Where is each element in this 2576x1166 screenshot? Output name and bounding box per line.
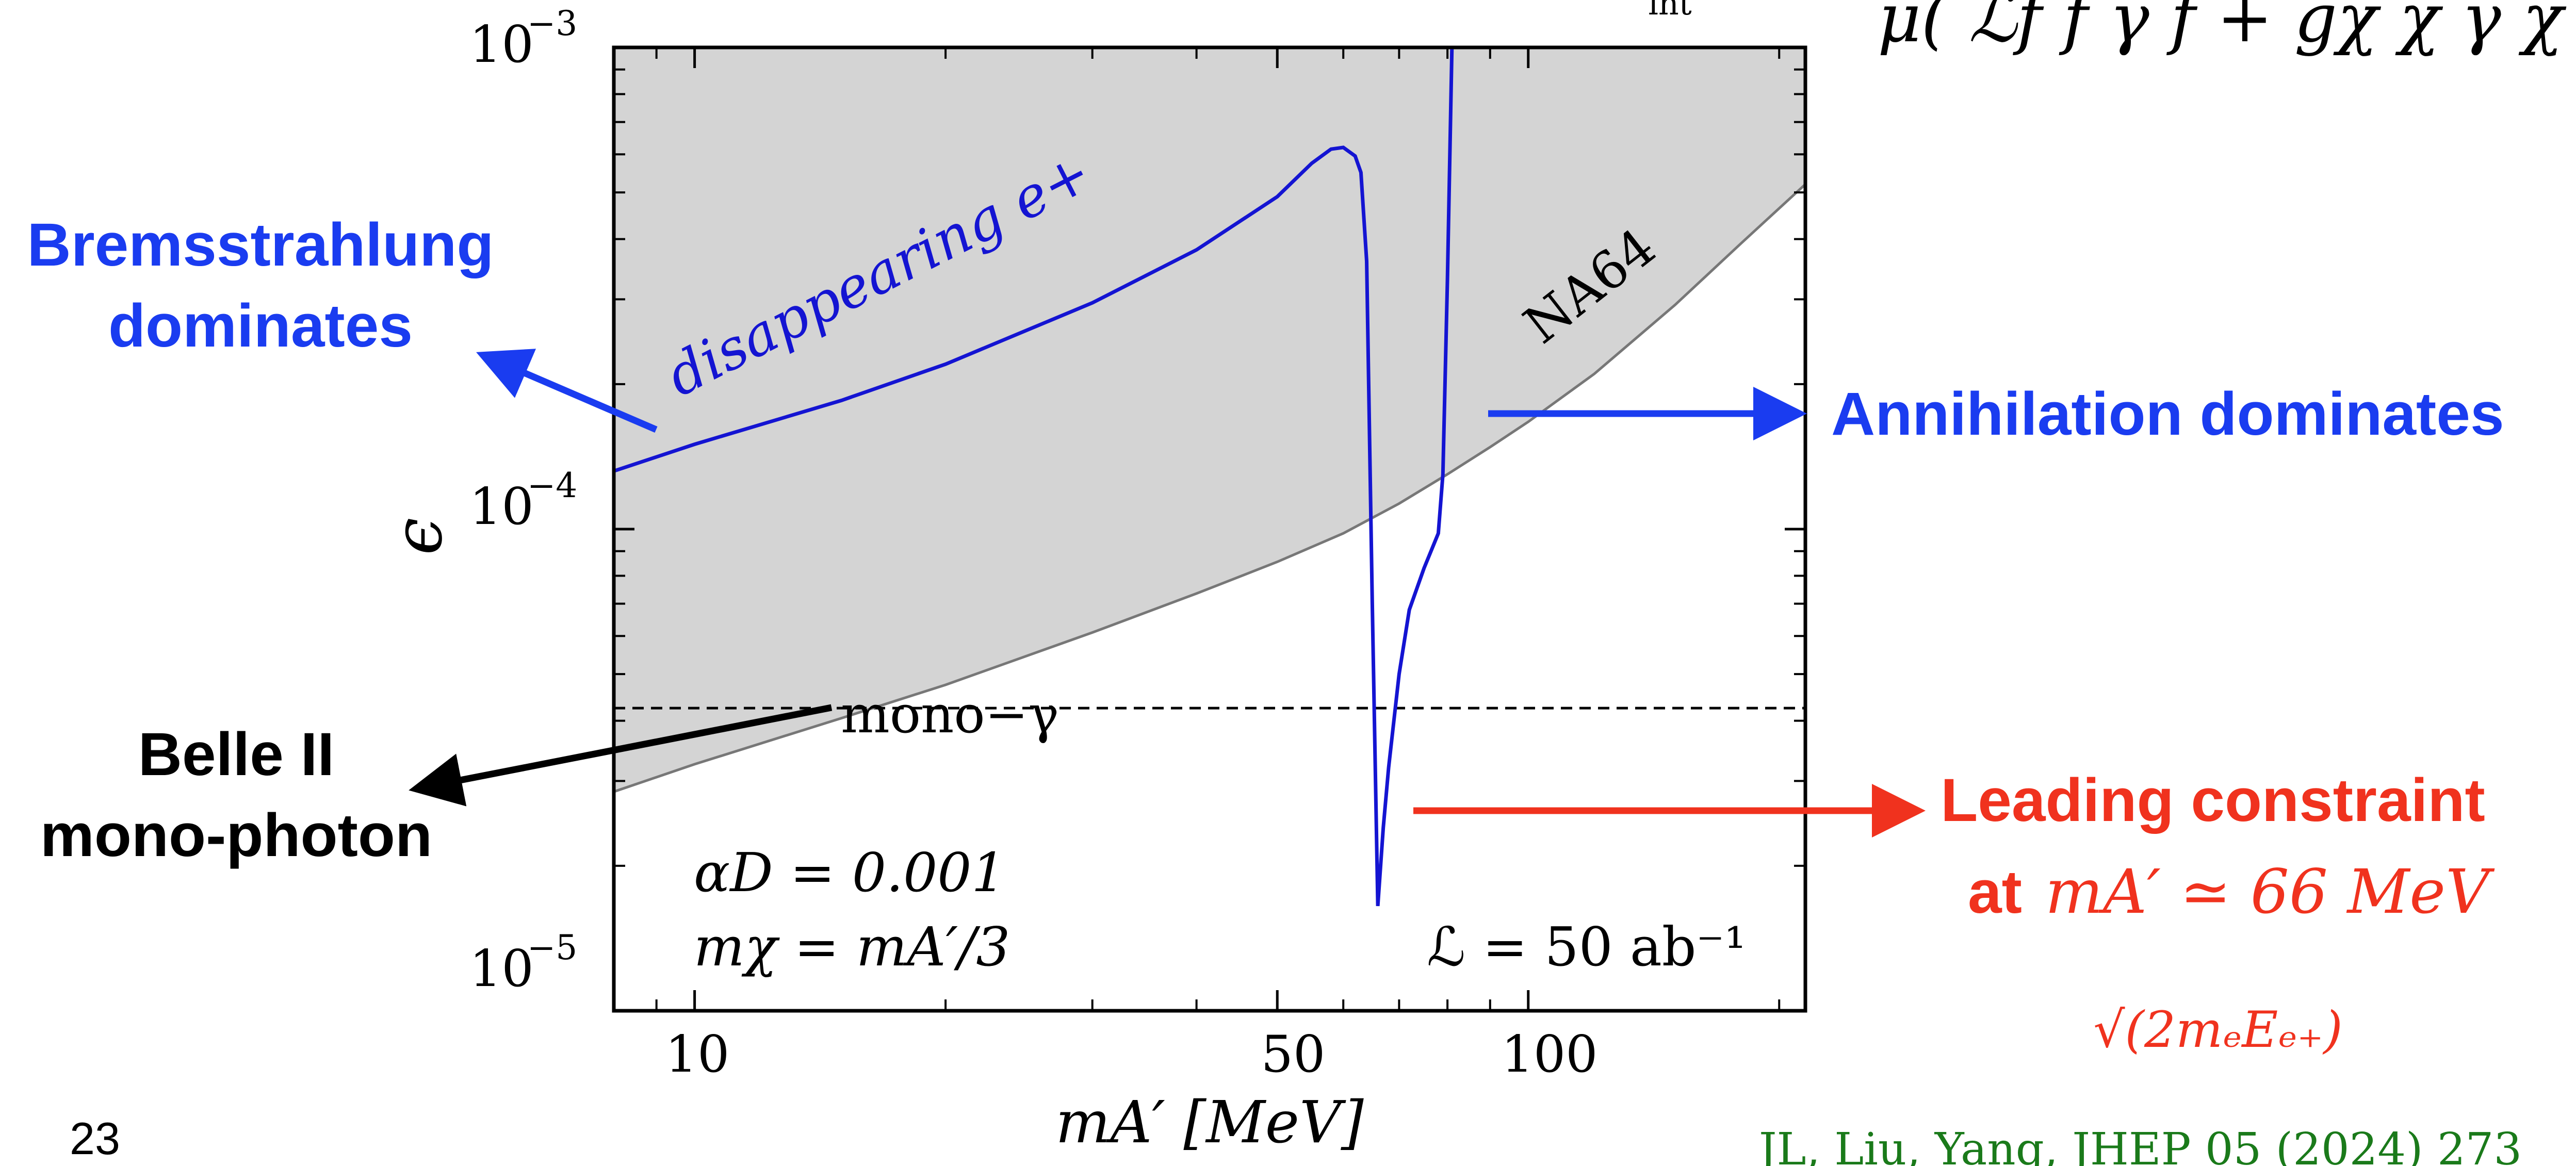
- ytick-exp: −3: [527, 4, 577, 43]
- bremsstrahlung-line2: dominates: [108, 292, 413, 360]
- ytick-label-1e-5: 10 −5: [469, 928, 577, 998]
- leading-line2-math: mA′ ≃ 66 MeV: [2045, 856, 2495, 927]
- belle-arrow: [409, 704, 833, 807]
- xtick-label-50: 50: [1261, 1025, 1326, 1084]
- slide-number: 23: [70, 1113, 120, 1164]
- axis-ticks: [613, 46, 1805, 1012]
- belle-line1: Belle II: [138, 720, 334, 789]
- sqrt-label: √(2mₑEₑ₊): [2093, 1001, 2342, 1059]
- param-alpha-d: αD = 0.001: [694, 841, 1006, 904]
- luminosity-label: ℒ = 50 ab⁻¹: [1427, 915, 1746, 978]
- ytick-base: 10: [469, 478, 534, 536]
- ytick-base: 10: [469, 15, 534, 74]
- leading-line1: Leading constraint: [1941, 766, 2485, 834]
- disappearing-positron-curve: [614, 47, 1454, 907]
- ytick-label-1e-4: 10 −4: [469, 466, 577, 536]
- annihilation-annotation: Annihilation dominates: [1831, 380, 2504, 448]
- citation: JL, Liu, Yang, JHEP 05 (2024) 273: [1755, 1124, 2522, 1166]
- ytick-label-1e-3: 10 −3: [469, 4, 577, 74]
- na64-excluded-region: [614, 47, 1805, 792]
- x-axis-label: mA′ [MeV]: [1055, 1089, 1364, 1156]
- belle-line2: mono-photon: [40, 801, 432, 869]
- ytick-base: 10: [469, 940, 534, 998]
- bremsstrahlung-annotation: Bremsstrahlung dominates: [27, 211, 494, 360]
- ytick-exp: −5: [527, 928, 577, 967]
- belle-annotation: Belle II mono-photon: [40, 720, 432, 869]
- ytick-exp: −4: [527, 466, 577, 505]
- leading-constraint-annotation: Leading constraint at mA′ ≃ 66 MeV √(2mₑ…: [1941, 766, 2495, 1059]
- xtick-label-10: 10: [665, 1025, 730, 1084]
- mono-gamma-label: mono−γ: [841, 684, 1059, 745]
- y-axis-label: ϵ: [379, 518, 457, 555]
- equation-fragment: μ( ℒf f γ f + gχ χ γ χ: [1878, 0, 2567, 57]
- bremsstrahlung-line1: Bremsstrahlung: [27, 211, 494, 279]
- param-m-chi: mχ = mA′/3: [694, 915, 1010, 978]
- bremsstrahlung-arrow: [476, 349, 658, 433]
- plot-area: [614, 47, 1805, 907]
- leading-line2-prefix: at: [1968, 858, 2022, 926]
- chart: 10 50 100 10 −3 10 −4 10 −5 mA′ [MeV] ϵ …: [379, 4, 1807, 1156]
- xtick-label-100: 100: [1501, 1025, 1597, 1084]
- equation-fragment-sub: int: [1648, 0, 1692, 22]
